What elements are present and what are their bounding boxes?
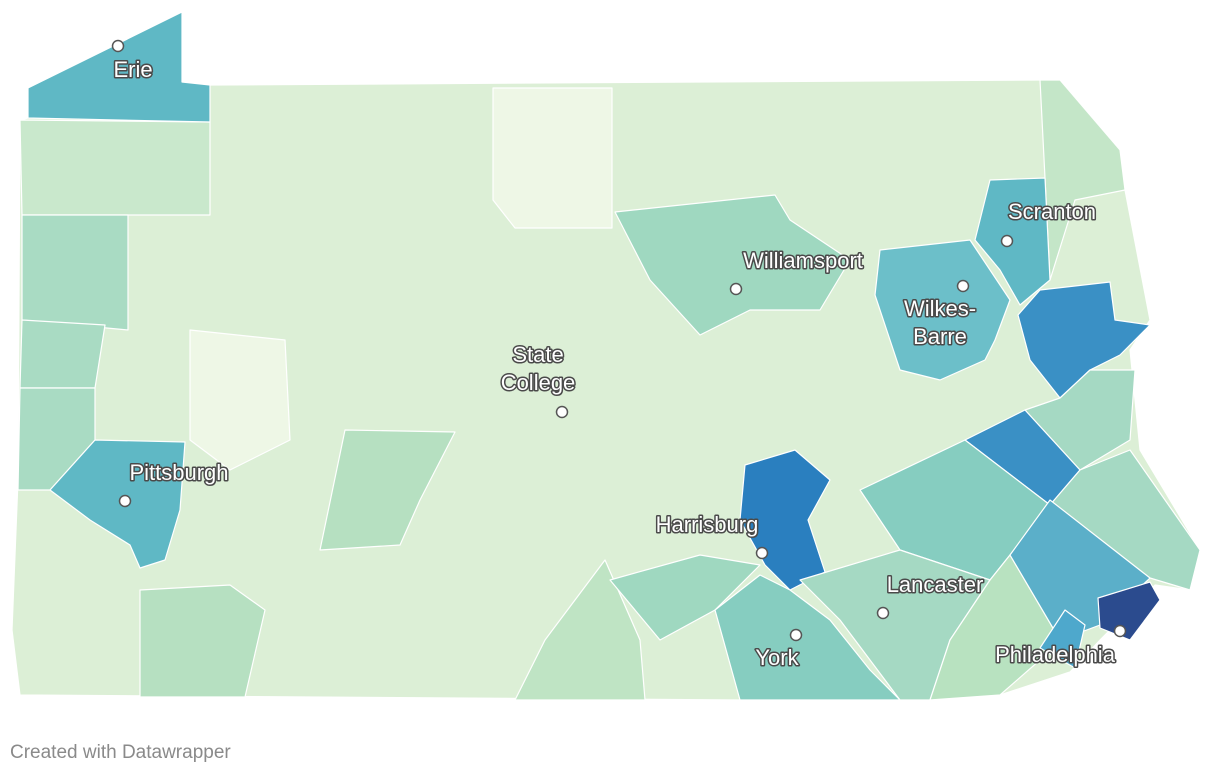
county (189, 329, 291, 471)
city-label: College (501, 370, 576, 395)
counties (11, 11, 1201, 701)
county (19, 319, 106, 389)
city-label: York (755, 645, 799, 670)
city-label: Wilkes- (904, 296, 976, 321)
city-label: Pittsburgh (129, 460, 228, 485)
county (614, 194, 851, 336)
county (1017, 281, 1151, 399)
city-dot (555, 405, 569, 419)
city-label: Philadelphia (995, 642, 1116, 667)
county (492, 87, 613, 229)
map: Erie Scranton Williamsport Wilkes- Barre Stat… (11, 11, 1201, 701)
county (139, 584, 266, 698)
county (21, 214, 129, 331)
city-label: Harrisburg (656, 512, 759, 537)
county (19, 119, 211, 216)
city-dot (729, 282, 743, 296)
city-label: Scranton (1008, 199, 1096, 224)
city-dot (1113, 624, 1127, 638)
city-label: Williamsport (743, 248, 863, 273)
city-dot (1000, 234, 1014, 248)
county (714, 574, 901, 701)
county (609, 554, 761, 641)
county (49, 439, 186, 569)
city-dot (956, 279, 970, 293)
city-dot (111, 39, 125, 53)
county (319, 429, 456, 551)
county (1039, 609, 1086, 669)
county (1097, 581, 1161, 641)
city-dot (118, 494, 132, 508)
city-dot (789, 628, 803, 642)
city-dot (876, 606, 890, 620)
county (27, 11, 211, 123)
city-label: State (512, 342, 563, 367)
credit: Created with Datawrapper (10, 742, 231, 763)
city-label: Barre (913, 324, 967, 349)
city-dot (755, 546, 769, 560)
county (874, 239, 1011, 381)
city-label: Lancaster (887, 572, 984, 597)
cities: Erie Scranton Williamsport Wilkes- Barre Stat… (111, 39, 1127, 671)
county (514, 559, 646, 701)
city-label: Erie (113, 57, 152, 82)
